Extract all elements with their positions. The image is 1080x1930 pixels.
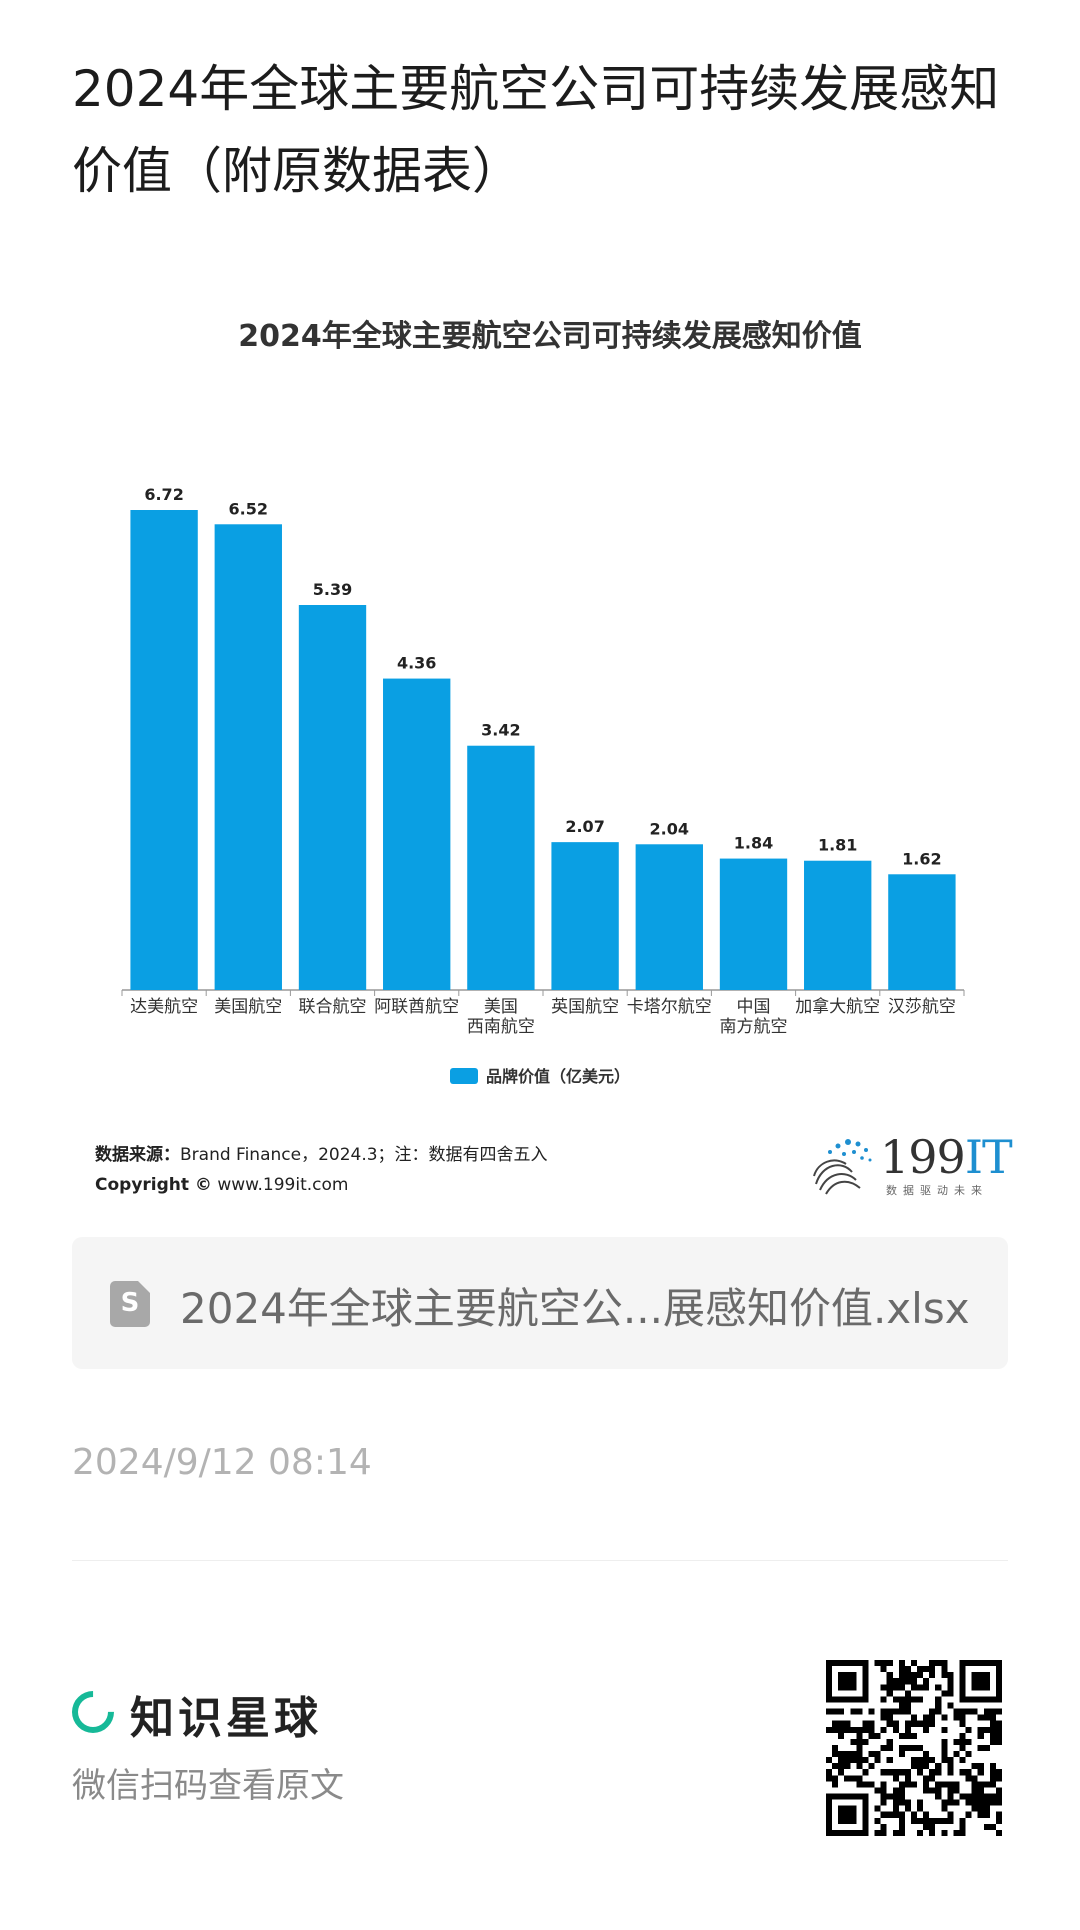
bar (130, 510, 198, 990)
copyright-label: Copyright © (95, 1175, 212, 1195)
data-label: 1.81 (818, 836, 857, 855)
source-text: Brand Finance，2024.3；注：数据有四舍五入 (180, 1145, 548, 1165)
copyright-url[interactable]: www.199it.com (217, 1175, 349, 1195)
bar (551, 842, 619, 990)
x-tick-label: 美国航空 (214, 997, 282, 1017)
legend-label: 品牌价值（亿美元） (486, 1067, 630, 1086)
bar (719, 858, 788, 990)
page-title: 2024年全球主要航空公司可持续发展感知价值（附原数据表） (72, 60, 1000, 200)
publish-timestamp: 2024/9/12 08:14 (72, 1442, 372, 1483)
x-tick-label: 中国南方航空 (720, 997, 788, 1037)
spreadsheet-file-icon: S (110, 1281, 150, 1327)
bar (298, 605, 367, 990)
data-label: 6.72 (144, 485, 183, 504)
source-line: 数据来源：Brand Finance，2024.3；注：数据有四舍五入 (95, 1140, 548, 1170)
data-label: 3.42 (481, 721, 520, 740)
data-label: 6.52 (229, 499, 268, 518)
bar (383, 678, 451, 990)
brand-tagline: 数据驱动未来 (886, 1184, 988, 1197)
qr-code-icon[interactable] (826, 1660, 1002, 1836)
data-label: 1.62 (902, 849, 941, 868)
zsxq-ring-icon (63, 1682, 123, 1742)
bar-chart: 2024年全球主要航空公司可持续发展感知价值 6.72 达美航空 6.52 美国航空 5.… (121, 319, 965, 1086)
x-tick-label: 美国西南航空 (467, 997, 535, 1037)
dot-swirl-icon (813, 1139, 872, 1195)
app-name: 知识星球 (130, 1693, 322, 1744)
x-tick-label: 英国航空 (551, 997, 619, 1017)
legend-swatch (450, 1068, 478, 1084)
data-label: 1.84 (734, 834, 773, 853)
x-tick-label: 加拿大航空 (795, 996, 880, 1017)
bar (214, 524, 282, 990)
brand-logo: 199IT 数据驱动未来 (808, 1130, 1013, 1200)
data-label: 4.36 (397, 654, 436, 673)
scan-hint: 微信扫码查看原文 (72, 1766, 344, 1806)
source-block: 数据来源：Brand Finance，2024.3；注：数据有四舍五入 Copy… (95, 1140, 548, 1200)
source-label: 数据来源： (95, 1145, 180, 1165)
bar (888, 874, 956, 990)
divider (72, 1560, 1008, 1561)
chart-title: 2024年全球主要航空公司可持续发展感知价值 (238, 319, 862, 354)
brand-wordmark: 199IT (880, 1130, 1013, 1184)
x-tick-label: 阿联酋航空 (374, 997, 459, 1017)
bar (635, 844, 703, 990)
copyright-line: Copyright © www.199it.com (95, 1170, 548, 1200)
bar (467, 745, 535, 990)
data-label: 5.39 (313, 580, 352, 599)
bar (804, 860, 872, 990)
data-label: 2.04 (650, 819, 689, 838)
attachment-file-name: 2024年全球主要航空公...展感知价值.xlsx (180, 1284, 970, 1333)
x-tick-label: 汉莎航空 (888, 997, 956, 1017)
chart-card: 2024年全球主要航空公司可持续发展感知价值 6.72 达美航空 6.52 美国航空 5.… (90, 300, 990, 1200)
attachment-card[interactable]: S 2024年全球主要航空公...展感知价值.xlsx (72, 1237, 1008, 1369)
x-tick-label: 达美航空 (130, 997, 198, 1017)
x-tick-label: 联合航空 (299, 997, 367, 1017)
x-tick-label: 卡塔尔航空 (627, 997, 712, 1017)
data-label: 2.07 (565, 817, 604, 836)
